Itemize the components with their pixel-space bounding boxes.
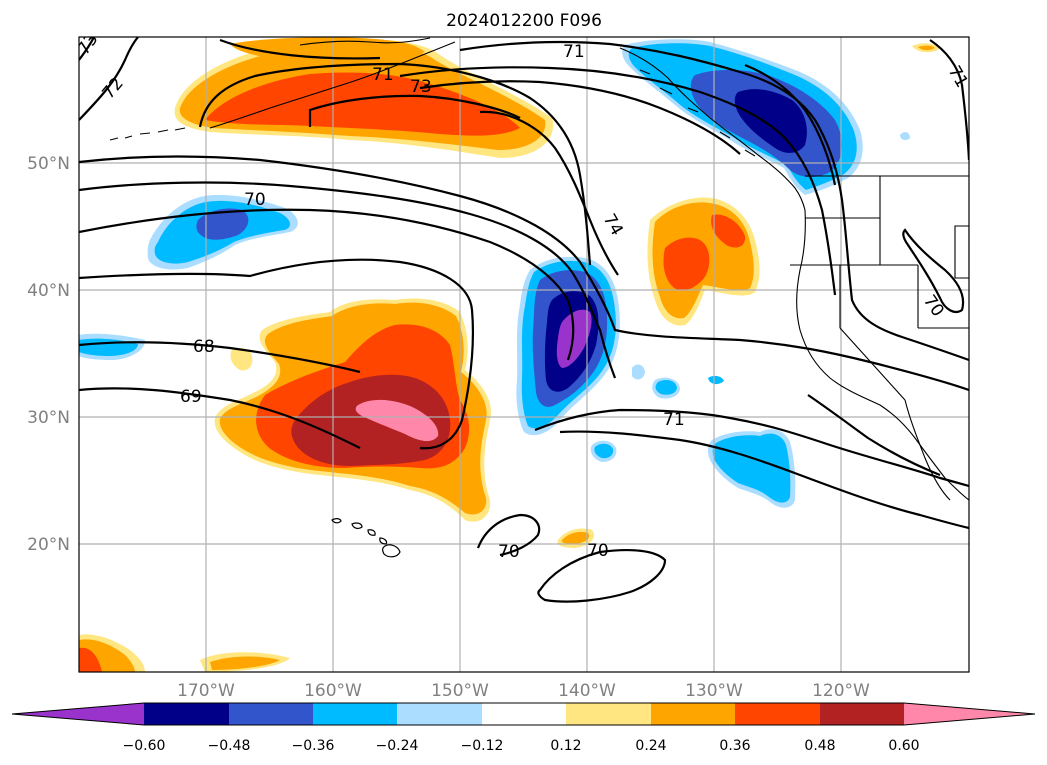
contour-label: 70 — [587, 541, 609, 561]
colorbar-bin — [229, 703, 313, 725]
lon-label: 120°W — [812, 681, 870, 701]
colorbar-tick: −0.24 — [376, 738, 419, 754]
map-frame — [78, 36, 970, 673]
colorbar-bin — [397, 703, 482, 725]
lat-label: 40°N — [27, 281, 70, 301]
colorbar: −0.60 −0.48 −0.36 −0.24 −0.12 0.12 0.24 … — [11, 702, 1036, 754]
colorbar-bin — [735, 703, 820, 725]
lat-label: 50°N — [27, 154, 70, 174]
lon-label: 150°W — [431, 681, 489, 701]
colorbar-tick: −0.12 — [461, 738, 504, 754]
height-contours — [79, 37, 969, 603]
colorbar-tick: −0.48 — [208, 738, 251, 754]
colorbar-ticks: −0.60 −0.48 −0.36 −0.24 −0.12 0.12 0.24 … — [123, 738, 920, 754]
contour-label: 68 — [193, 337, 215, 357]
contour-label: 73 — [410, 77, 432, 97]
colorbar-tick: 0.36 — [719, 738, 750, 754]
colorbar-extend-high — [904, 703, 1035, 725]
contour-label: 70 — [498, 542, 520, 562]
colorbar-bin — [144, 703, 229, 725]
lat-label: 30°N — [27, 408, 70, 428]
colorbar-tick: 0.48 — [804, 738, 835, 754]
longitude-labels: 170°W 160°W 150°W 140°W 130°W 120°W — [177, 681, 870, 701]
colorbar-bin — [651, 703, 735, 725]
colorbar-bin — [482, 703, 566, 725]
lon-label: 140°W — [558, 681, 616, 701]
contour-label: 69 — [180, 387, 202, 407]
colorbar-bin — [566, 703, 651, 725]
positive-anomaly-east — [647, 197, 760, 326]
map-area: 73 72 71 73 71 70 74 70 68 69 71 70 70 7… — [79, 37, 969, 672]
colorbar-tick: 0.60 — [888, 738, 919, 754]
colorbar-bin — [313, 703, 397, 725]
colorbar-tick: 0.24 — [635, 738, 666, 754]
lon-label: 170°W — [177, 681, 235, 701]
map-title: 2024012200 F096 — [446, 11, 602, 31]
lat-label: 20°N — [27, 535, 70, 555]
positive-anomaly-southwest — [79, 634, 290, 672]
contour-label: 71 — [372, 65, 394, 85]
negative-anomaly-west — [79, 194, 298, 360]
positive-anomaly-central — [214, 298, 491, 522]
hawaii-islands — [331, 518, 401, 558]
contour-label: 71 — [563, 42, 585, 62]
lon-label: 130°W — [685, 681, 743, 701]
colorbar-tick: 0.12 — [550, 738, 581, 754]
negative-anomaly-northeast — [622, 39, 863, 195]
colorbar-tick: −0.60 — [123, 738, 166, 754]
contour-label: 71 — [663, 410, 685, 430]
latitude-labels: 50°N 40°N 30°N 20°N — [27, 154, 70, 555]
coastlines — [109, 37, 969, 501]
colorbar-extend-low — [12, 703, 144, 725]
contour-label: 70 — [244, 190, 266, 210]
colorbar-bin — [820, 703, 904, 725]
lon-label: 160°W — [304, 681, 362, 701]
colorbar-tick: −0.36 — [292, 738, 335, 754]
graticule — [79, 37, 969, 672]
